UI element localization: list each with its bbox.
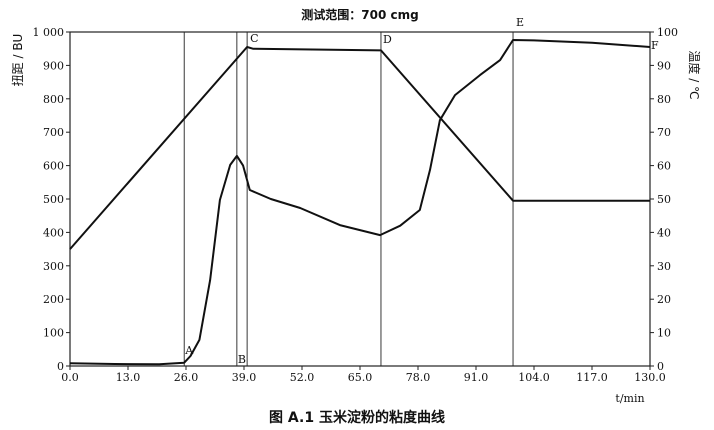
x-tick-label: 26.0 bbox=[174, 371, 199, 384]
y-right-tick-label: 60 bbox=[657, 160, 671, 173]
chart-title: 测试范围：700 cmg bbox=[301, 7, 418, 22]
x-tick-label: 0.0 bbox=[61, 371, 79, 384]
marker-label-a: A bbox=[184, 344, 194, 357]
y-left-tick-label: 300 bbox=[43, 260, 64, 273]
y-axis-right-label: 温度 / ℃ bbox=[687, 50, 702, 99]
x-tick-label: 13.0 bbox=[116, 371, 141, 384]
marker-label-e: E bbox=[516, 16, 524, 29]
y-left-tick-label: 200 bbox=[43, 293, 64, 306]
x-tick-label: 65.0 bbox=[348, 371, 373, 384]
y-right-tick-label: 10 bbox=[657, 327, 671, 340]
x-tick-label: 117.0 bbox=[576, 371, 608, 384]
y-axis-left-label: 扭距 / BU bbox=[11, 34, 25, 87]
y-left-tick-label: 600 bbox=[43, 160, 64, 173]
marker-label-b: B bbox=[238, 353, 246, 366]
y-right-tick-label: 50 bbox=[657, 193, 671, 206]
y-left-tick-label: 100 bbox=[43, 327, 64, 340]
y-left-tick-label: 500 bbox=[43, 193, 64, 206]
viscosity-line bbox=[69, 39, 651, 366]
y-right-tick-label: 30 bbox=[657, 260, 671, 273]
y-right-tick-label: 0 bbox=[657, 360, 664, 373]
figure-caption: 图 A.1 玉米淀粉的粘度曲线 bbox=[269, 409, 445, 426]
temperature-line bbox=[69, 46, 650, 250]
y-right-tick-label: 40 bbox=[657, 226, 671, 239]
y-right-tick-label: 70 bbox=[657, 126, 671, 139]
y-right-tick-label: 100 bbox=[657, 26, 678, 39]
plot-frame bbox=[69, 31, 651, 367]
x-tick-label: 78.0 bbox=[406, 371, 431, 384]
x-tick-label: 52.0 bbox=[290, 371, 315, 384]
y-left-tick-label: 400 bbox=[43, 226, 64, 239]
y-right-tick-label: 20 bbox=[657, 293, 671, 306]
marker-label-f: F bbox=[651, 39, 659, 52]
y-left-tick-label: 1 000 bbox=[33, 26, 65, 39]
y-left-tick-label: 900 bbox=[43, 59, 64, 72]
x-tick-label: 91.0 bbox=[464, 371, 489, 384]
y-right-tick-label: 80 bbox=[657, 93, 671, 106]
y-left-tick-label: 800 bbox=[43, 93, 64, 106]
y-left-tick-label: 700 bbox=[43, 126, 64, 139]
x-tick-label: 130.0 bbox=[634, 371, 666, 384]
marker-label-d: D bbox=[383, 33, 392, 46]
marker-label-c: C bbox=[250, 32, 258, 45]
x-tick-label: 104.0 bbox=[518, 371, 550, 384]
x-axis-label: t/min bbox=[615, 392, 644, 405]
x-tick-label: 39.0 bbox=[232, 371, 257, 384]
y-right-tick-label: 90 bbox=[657, 59, 671, 72]
y-left-tick-label: 0 bbox=[57, 360, 64, 373]
